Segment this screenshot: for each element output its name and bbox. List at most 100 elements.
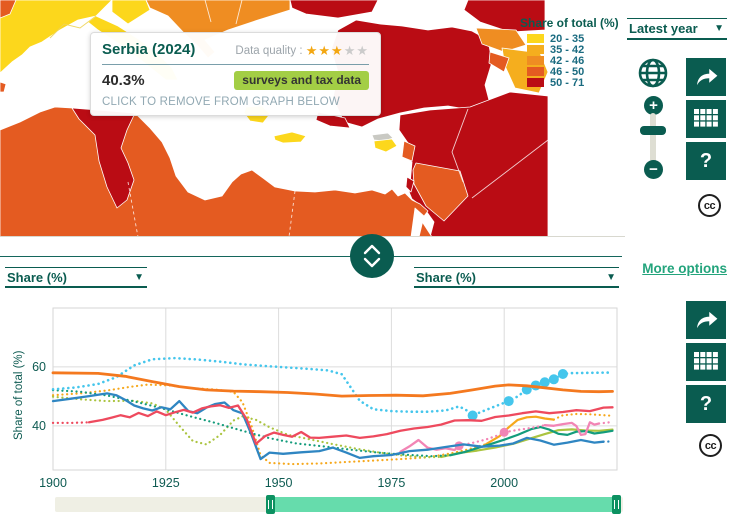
tooltip-country-title: Serbia (2024) [102,41,196,58]
region-armenia[interactable] [488,51,510,73]
chevron-down-icon: ▼ [134,271,144,283]
region-balearics[interactable] [0,81,7,93]
y-tick-label: 40 [32,419,46,433]
legend-title: Share of total (%) [520,16,619,30]
legend-item: 46 - 50 [520,66,628,78]
region-georgia[interactable] [475,27,527,53]
time-range-selected[interactable] [271,497,618,512]
y-tick-label: 60 [32,360,46,374]
series-orange [51,371,614,398]
legend-item: 20 - 35 [520,32,628,45]
tooltip-hint: CLICK TO REMOVE FROM GRAPH BELOW [102,96,340,108]
table-icon [694,109,718,127]
map-tooltip[interactable]: Serbia (2024) Data quality : ★★★★★ 40.3%… [90,32,381,116]
x-tick-label: 1950 [265,476,293,490]
table-icon [694,352,718,370]
range-end-handle[interactable] [612,495,621,514]
tooltip-quality: Data quality : ★★★★★ [235,43,369,59]
zoom-in-button[interactable]: + [644,96,663,115]
tooltip-divider [102,64,369,65]
region-crete[interactable] [273,131,307,144]
region-spain[interactable] [0,0,17,19]
legend-label: 35 - 42 [550,43,585,56]
quality-stars-icon: ★★★★★ [306,43,369,58]
star-empty-icon: ★ [356,43,369,58]
chevron-down-icon: ▼ [606,271,616,283]
chart-canvas[interactable]: 1900 1925 1950 1975 2000 40 60 [0,300,680,500]
region-lebanon[interactable] [401,140,416,162]
region-croatia[interactable] [111,0,151,25]
star-empty-icon: ★ [343,43,357,58]
map-zoom-handle[interactable] [640,126,666,135]
right-measure-select[interactable]: Share (%) ▼ [414,267,619,288]
legend-label: 42 - 46 [550,54,585,67]
right-measure-value: Share (%) [416,269,476,285]
region-tunisia[interactable] [71,107,136,209]
quality-label: Data quality : [235,45,303,57]
map-legend: Share of total (%) 20 - 35 35 - 42 42 - 46… [520,16,628,89]
legend-swatch [527,78,544,87]
series-light-blue-marker [557,368,568,379]
left-measure-select[interactable]: Share (%) ▼ [5,267,147,288]
region-westbank[interactable] [405,176,415,193]
legend-swatch [527,56,544,65]
series-amber [552,412,614,421]
time-range-slider[interactable] [55,495,623,514]
map-help-button[interactable]: ? [686,142,726,180]
cc-license-icon[interactable]: cc [699,434,722,457]
section-divider [0,256,622,257]
series-light-blue-marker [539,377,550,388]
chevron-up-icon [363,244,381,255]
legend-item: 35 - 42 [520,43,628,56]
series-sea-green [51,389,452,458]
world-view-button[interactable] [636,56,670,90]
map-table-button[interactable] [686,100,726,138]
star-filled-icon: ★ [305,43,319,58]
range-start-handle[interactable] [266,495,275,514]
yellow-borders [49,15,97,39]
series-blue [51,392,605,461]
year-select[interactable]: Latest year ▼ [627,18,727,40]
legend-label: 50 - 71 [550,76,585,89]
series-light-blue-marker [467,410,478,421]
map-zoom-slider[interactable] [650,113,656,171]
tooltip-value: 40.3% [102,72,145,89]
legend-swatch [527,34,544,43]
series-light-blue-marker [503,396,514,407]
source-badge: surveys and tax data [234,71,369,90]
series-pink [543,421,601,437]
star-filled-icon: ★ [318,43,332,58]
legend-item: 50 - 71 [520,76,628,89]
region-france-italy[interactable] [0,0,113,74]
red-sea [410,207,425,237]
region-jordan[interactable] [412,162,469,222]
series-pink-marker [499,427,509,437]
chart-share-button[interactable] [686,301,726,339]
share-arrow-icon [697,311,718,329]
chart-table-button[interactable] [686,343,726,381]
series-pink [457,424,546,447]
more-options-link[interactable]: More options [642,261,727,276]
x-tick-label: 1925 [152,476,180,490]
map-divider [0,236,625,237]
chart-help-button[interactable]: ? [686,385,726,423]
legend-swatch [527,45,544,54]
chevron-down-icon: ▼ [714,23,724,34]
series-olive [51,395,443,459]
left-measure-value: Share (%) [7,269,67,285]
collapse-expand-button[interactable] [350,234,394,278]
region-cyprus[interactable] [373,138,398,153]
region-turkey-sw[interactable] [315,111,351,129]
map-share-button[interactable] [686,58,726,96]
region-ukraine[interactable] [289,0,379,19]
series-amber [51,383,488,466]
zoom-out-button[interactable]: − [644,160,663,179]
chevron-down-icon [363,257,381,268]
cc-license-icon[interactable]: cc [698,194,721,217]
legend-label: 20 - 35 [550,32,585,45]
legend-items: 20 - 35 35 - 42 42 - 46 46 - 50 50 - 71 [520,32,628,89]
series-pink [597,420,614,425]
star-filled-icon: ★ [331,43,344,58]
country-borders [127,0,549,237]
